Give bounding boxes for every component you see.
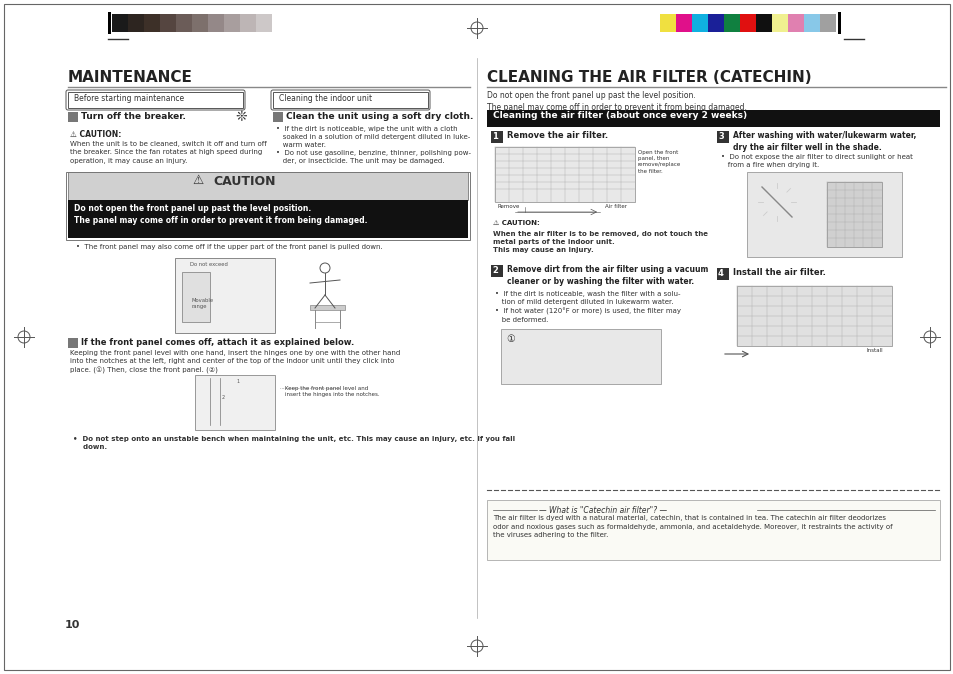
Bar: [755, 14, 771, 32]
Text: CLEANING THE AIR FILTER (CATECHIN): CLEANING THE AIR FILTER (CATECHIN): [486, 70, 811, 85]
Bar: [68, 338, 78, 348]
Bar: [175, 14, 192, 32]
Bar: [495, 147, 635, 202]
Text: Remove dirt from the air filter using a vacuum
cleaner or by washing the filter : Remove dirt from the air filter using a …: [506, 265, 708, 286]
Text: — What is "Catechin air filter"? —: — What is "Catechin air filter"? —: [538, 506, 666, 515]
Bar: [108, 12, 111, 34]
Bar: [208, 14, 224, 32]
Bar: [787, 14, 803, 32]
Bar: [771, 14, 787, 32]
Text: MAINTENANCE: MAINTENANCE: [68, 70, 193, 85]
Bar: [68, 200, 468, 238]
Text: Do not exceed: Do not exceed: [190, 262, 228, 267]
Text: After washing with water/lukewarm water,
dry the air filter well in the shade.: After washing with water/lukewarm water,…: [732, 131, 916, 152]
Text: ①: ①: [505, 334, 515, 344]
Text: 10: 10: [64, 620, 80, 630]
Bar: [160, 14, 175, 32]
Text: •  The front panel may also come off if the upper part of the front panel is pul: • The front panel may also come off if t…: [76, 244, 382, 250]
Text: When the air filter is to be removed, do not touch the
metal parts of the indoor: When the air filter is to be removed, do…: [493, 231, 707, 253]
Bar: [491, 131, 502, 143]
Text: Install: Install: [866, 348, 882, 353]
Text: Turn off the breaker.: Turn off the breaker.: [81, 112, 186, 121]
Bar: [192, 14, 208, 32]
Bar: [486, 500, 939, 560]
Bar: [717, 268, 728, 280]
Text: When the unit is to be cleaned, switch it off and turn off
the breaker. Since th: When the unit is to be cleaned, switch i…: [70, 141, 267, 164]
Text: Open the front
panel, then
remove/replace
the filter.: Open the front panel, then remove/replac…: [638, 150, 680, 174]
Text: CAUTION: CAUTION: [213, 175, 275, 188]
Bar: [66, 172, 470, 240]
Bar: [826, 182, 882, 247]
Bar: [174, 258, 274, 333]
Text: •  Do not expose the air filter to direct sunlight or heat
   from a fire when d: • Do not expose the air filter to direct…: [720, 154, 912, 168]
Text: ⚠: ⚠: [193, 174, 203, 187]
Bar: [112, 14, 128, 32]
Bar: [837, 12, 841, 34]
Bar: [486, 110, 939, 127]
Bar: [803, 14, 820, 32]
Text: 2: 2: [492, 266, 497, 275]
Bar: [240, 14, 255, 32]
Text: Do not open the front panel up past the level position.
The panel may come off i: Do not open the front panel up past the …: [486, 91, 746, 112]
Bar: [273, 92, 428, 108]
Text: •  If the dirt is noticeable, wash the filter with a solu-
   tion of mild deter: • If the dirt is noticeable, wash the fi…: [495, 291, 680, 322]
Bar: [707, 14, 723, 32]
Bar: [144, 14, 160, 32]
Bar: [182, 272, 210, 322]
Text: Cleaning the indoor unit: Cleaning the indoor unit: [278, 94, 372, 103]
Bar: [659, 14, 676, 32]
Text: Keeping the front panel level with one hand, insert the hinges one by one with t: Keeping the front panel level with one h…: [70, 350, 400, 374]
Bar: [255, 14, 272, 32]
Bar: [723, 14, 740, 32]
Text: •  Do not step onto an unstable bench when maintaining the unit, etc. This may c: • Do not step onto an unstable bench whe…: [73, 436, 515, 450]
Text: 3: 3: [718, 132, 723, 141]
Bar: [68, 112, 78, 122]
Bar: [491, 265, 502, 277]
Text: Clean the unit using a soft dry cloth.: Clean the unit using a soft dry cloth.: [286, 112, 473, 121]
Text: ⚠ CAUTION:: ⚠ CAUTION:: [70, 130, 121, 139]
Text: Remove: Remove: [497, 204, 519, 209]
Bar: [500, 329, 660, 384]
Text: ⚠ CAUTION:: ⚠ CAUTION:: [493, 220, 539, 226]
Text: Cleaning the air filter (about once every 2 weeks): Cleaning the air filter (about once ever…: [493, 111, 746, 120]
Bar: [68, 92, 243, 108]
Text: If the front panel comes off, attach it as explained below.: If the front panel comes off, attach it …: [81, 338, 354, 347]
Text: Air filter: Air filter: [604, 204, 626, 209]
Text: Before starting maintenance: Before starting maintenance: [74, 94, 184, 103]
Text: •  If the dirt is noticeable, wipe the unit with a cloth
   soaked in a solution: • If the dirt is noticeable, wipe the un…: [275, 126, 471, 164]
Text: Do not open the front panel up past the level position.
The panel may come off i: Do not open the front panel up past the …: [74, 204, 367, 226]
Bar: [273, 112, 283, 122]
Bar: [717, 131, 728, 143]
Bar: [820, 14, 835, 32]
Bar: [310, 305, 345, 310]
Bar: [691, 14, 707, 32]
Text: Keep the front panel level and
insert the hinges into the notches.: Keep the front panel level and insert th…: [285, 386, 379, 397]
Text: Remove the air filter.: Remove the air filter.: [506, 131, 607, 140]
Text: The air filter is dyed with a natural material, catechin, that is contained in t: The air filter is dyed with a natural ma…: [493, 515, 892, 538]
Bar: [68, 172, 468, 200]
Text: 1: 1: [492, 132, 497, 141]
Bar: [676, 14, 691, 32]
Text: 2: 2: [221, 395, 224, 400]
Bar: [224, 14, 240, 32]
Text: Movable
range: Movable range: [192, 298, 213, 309]
Bar: [128, 14, 144, 32]
Bar: [740, 14, 755, 32]
Text: ❊: ❊: [234, 110, 247, 124]
Text: Install the air filter.: Install the air filter.: [732, 268, 825, 277]
Bar: [194, 375, 274, 430]
Text: 1: 1: [236, 379, 239, 384]
Bar: [746, 172, 901, 257]
Bar: [737, 286, 891, 346]
Text: 4: 4: [718, 269, 723, 278]
